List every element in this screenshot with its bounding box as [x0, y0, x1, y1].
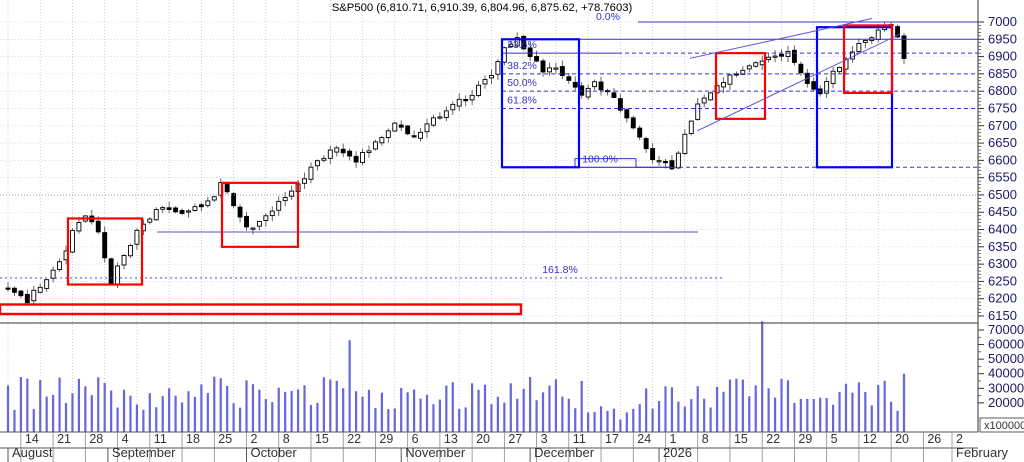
svg-text:August: August: [12, 445, 53, 460]
svg-text:11: 11: [154, 432, 167, 446]
svg-text:5: 5: [831, 432, 838, 446]
svg-text:6600: 6600: [988, 152, 1017, 167]
svg-text:15: 15: [315, 432, 329, 446]
svg-text:23.6%: 23.6%: [507, 39, 537, 51]
svg-text:22: 22: [347, 432, 361, 446]
svg-text:11: 11: [573, 432, 586, 446]
svg-text:4: 4: [122, 432, 129, 446]
svg-text:8: 8: [702, 432, 709, 446]
svg-text:61.8%: 61.8%: [507, 94, 537, 106]
svg-text:50.0%: 50.0%: [507, 77, 537, 89]
svg-text:60000: 60000: [988, 337, 1024, 352]
svg-text:22: 22: [766, 432, 780, 446]
svg-text:6300: 6300: [988, 256, 1017, 271]
svg-text:2: 2: [251, 432, 258, 446]
svg-text:8: 8: [283, 432, 290, 446]
svg-text:6250: 6250: [988, 273, 1017, 288]
svg-text:6450: 6450: [988, 204, 1017, 219]
svg-text:6: 6: [412, 432, 419, 446]
svg-text:28: 28: [89, 432, 103, 446]
svg-text:6500: 6500: [988, 187, 1017, 202]
svg-text:161.8%: 161.8%: [542, 264, 578, 276]
svg-text:24: 24: [637, 432, 651, 446]
svg-text:6750: 6750: [988, 100, 1017, 115]
svg-text:6150: 6150: [988, 308, 1017, 323]
svg-text:21: 21: [57, 432, 71, 446]
svg-text:25: 25: [218, 432, 232, 446]
svg-text:15: 15: [734, 432, 748, 446]
svg-text:17: 17: [605, 432, 619, 446]
svg-text:29: 29: [798, 432, 812, 446]
svg-text:6800: 6800: [988, 83, 1017, 98]
svg-text:14: 14: [25, 432, 39, 446]
svg-text:20000: 20000: [988, 395, 1024, 410]
svg-text:7000: 7000: [988, 14, 1017, 29]
svg-text:20: 20: [895, 432, 909, 446]
svg-text:40000: 40000: [988, 366, 1024, 381]
svg-text:2: 2: [956, 432, 963, 446]
svg-text:6650: 6650: [988, 135, 1017, 150]
svg-text:30000: 30000: [988, 380, 1024, 395]
svg-text:6550: 6550: [988, 170, 1017, 185]
svg-text:20: 20: [476, 432, 490, 446]
svg-text:27: 27: [508, 432, 522, 446]
svg-text:6200: 6200: [988, 291, 1017, 306]
svg-text:38.2%: 38.2%: [507, 60, 537, 72]
svg-text:6950: 6950: [988, 31, 1017, 46]
svg-text:12: 12: [863, 432, 877, 446]
svg-text:50000: 50000: [988, 351, 1024, 366]
svg-text:6900: 6900: [988, 49, 1017, 64]
svg-text:December: December: [534, 445, 595, 460]
svg-text:6700: 6700: [988, 118, 1017, 133]
svg-text:November: November: [405, 445, 466, 460]
svg-text:2026: 2026: [663, 445, 692, 460]
svg-text:100.0%: 100.0%: [582, 153, 618, 165]
svg-text:26: 26: [927, 432, 941, 446]
svg-text:13: 13: [444, 432, 458, 446]
svg-text:6850: 6850: [988, 66, 1017, 81]
svg-text:x100000: x100000: [984, 420, 1024, 432]
svg-text:1: 1: [670, 432, 677, 446]
svg-text:October: October: [251, 445, 298, 460]
svg-text:February: February: [956, 445, 1009, 460]
svg-text:September: September: [112, 445, 176, 460]
svg-text:3: 3: [541, 432, 548, 446]
svg-text:6350: 6350: [988, 239, 1017, 254]
svg-text:18: 18: [186, 432, 200, 446]
svg-text:S&P500 (6,810.71, 6,910.39, 6,: S&P500 (6,810.71, 6,910.39, 6,804.96, 6,…: [332, 2, 633, 14]
svg-text:70000: 70000: [988, 322, 1024, 337]
svg-text:29: 29: [379, 432, 393, 446]
svg-text:6400: 6400: [988, 222, 1017, 237]
